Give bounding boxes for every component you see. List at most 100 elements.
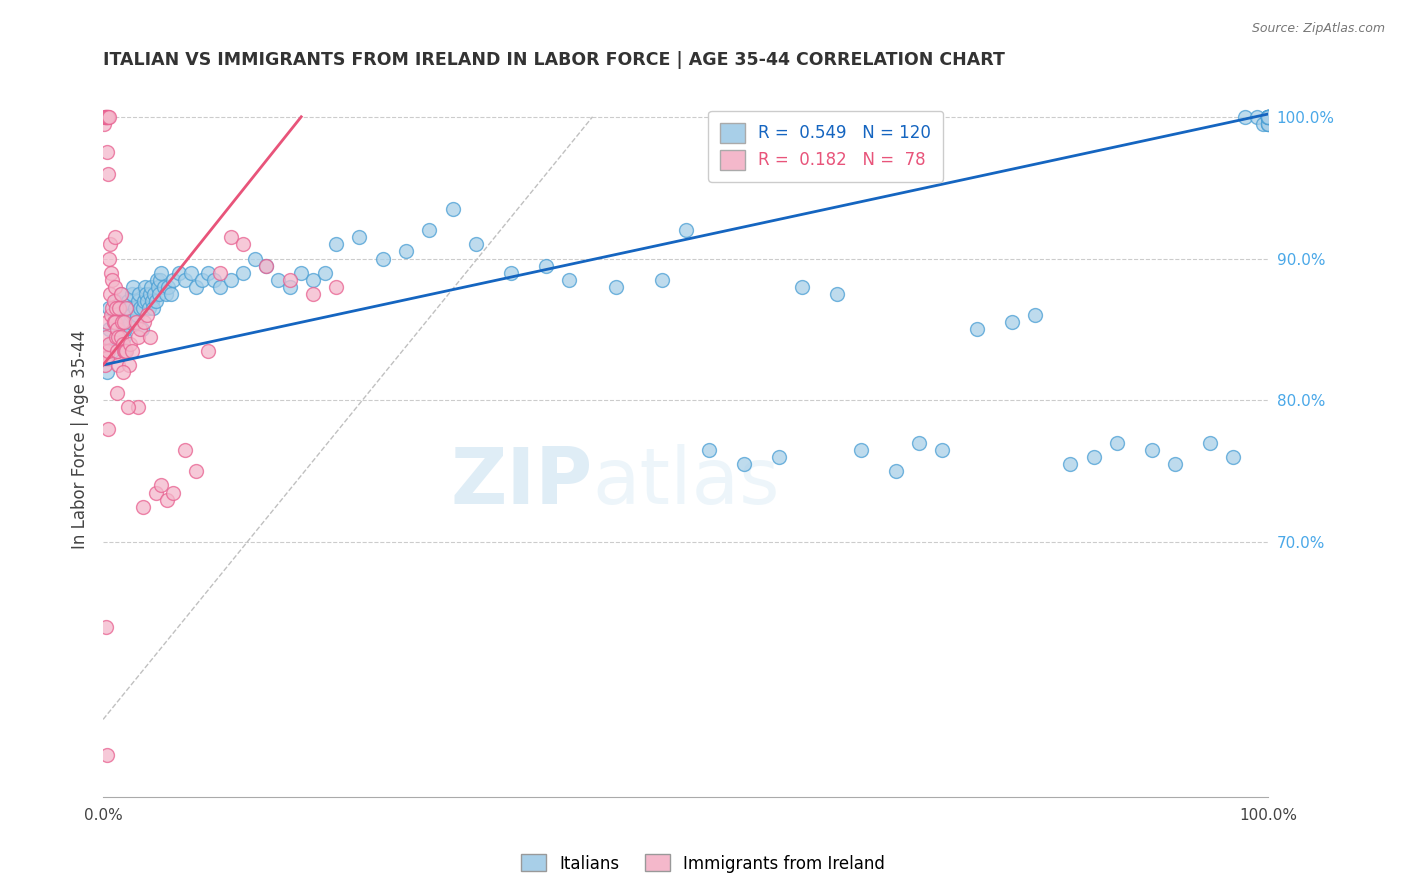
Point bbox=[97, 167, 120, 181]
Legend: Italians, Immigrants from Ireland: Italians, Immigrants from Ireland bbox=[515, 847, 891, 880]
Point bbox=[124, 301, 146, 316]
Point bbox=[101, 273, 124, 287]
Point bbox=[105, 329, 128, 343]
Point bbox=[127, 401, 149, 415]
Point bbox=[1257, 110, 1279, 124]
Point bbox=[1083, 450, 1105, 464]
Point bbox=[349, 230, 371, 244]
Point bbox=[884, 464, 907, 478]
Point bbox=[1251, 117, 1274, 131]
Point bbox=[278, 280, 301, 294]
Point bbox=[111, 315, 134, 329]
Point bbox=[243, 252, 266, 266]
Point bbox=[98, 287, 121, 301]
Point bbox=[97, 322, 120, 336]
Point bbox=[136, 294, 159, 309]
Point bbox=[1001, 315, 1024, 329]
Point bbox=[267, 273, 290, 287]
Point bbox=[121, 343, 143, 358]
Point bbox=[97, 252, 120, 266]
Point bbox=[1257, 110, 1279, 124]
Point bbox=[150, 478, 173, 492]
Point bbox=[107, 358, 129, 372]
Point bbox=[1257, 110, 1279, 124]
Point bbox=[558, 273, 581, 287]
Point bbox=[302, 287, 325, 301]
Point bbox=[131, 322, 153, 336]
Point bbox=[325, 280, 347, 294]
Point bbox=[98, 237, 121, 252]
Point bbox=[97, 336, 120, 351]
Point bbox=[232, 237, 254, 252]
Point bbox=[96, 110, 118, 124]
Point bbox=[208, 280, 231, 294]
Point bbox=[94, 358, 117, 372]
Point bbox=[1024, 308, 1046, 322]
Point bbox=[441, 202, 464, 216]
Point bbox=[118, 315, 141, 329]
Point bbox=[110, 287, 132, 301]
Point bbox=[97, 110, 120, 124]
Legend: R =  0.549   N = 120, R =  0.182   N =  78: R = 0.549 N = 120, R = 0.182 N = 78 bbox=[709, 112, 943, 182]
Point bbox=[208, 266, 231, 280]
Point bbox=[1257, 117, 1279, 131]
Point bbox=[103, 315, 125, 329]
Point bbox=[1105, 436, 1128, 450]
Point bbox=[1257, 110, 1279, 124]
Point bbox=[118, 301, 141, 316]
Point bbox=[1164, 457, 1187, 471]
Point bbox=[122, 280, 145, 294]
Point bbox=[96, 110, 118, 124]
Point bbox=[302, 273, 325, 287]
Point bbox=[101, 343, 124, 358]
Point bbox=[173, 273, 195, 287]
Point bbox=[96, 351, 118, 365]
Point bbox=[150, 266, 173, 280]
Point bbox=[100, 336, 122, 351]
Point bbox=[111, 336, 134, 351]
Text: Source: ZipAtlas.com: Source: ZipAtlas.com bbox=[1251, 22, 1385, 36]
Point bbox=[1257, 110, 1279, 124]
Point bbox=[1222, 450, 1244, 464]
Point bbox=[97, 301, 120, 316]
Point bbox=[121, 287, 143, 301]
Point bbox=[135, 287, 157, 301]
Point bbox=[112, 315, 135, 329]
Point bbox=[94, 351, 117, 365]
Point bbox=[159, 287, 181, 301]
Point bbox=[197, 343, 219, 358]
Point bbox=[125, 315, 148, 329]
Point bbox=[129, 322, 152, 336]
Point bbox=[908, 436, 931, 450]
Point bbox=[94, 110, 117, 124]
Point bbox=[105, 343, 128, 358]
Point bbox=[139, 329, 162, 343]
Point bbox=[136, 308, 159, 322]
Point bbox=[104, 230, 127, 244]
Point bbox=[157, 280, 180, 294]
Point bbox=[142, 301, 165, 316]
Point bbox=[104, 280, 127, 294]
Point bbox=[93, 117, 115, 131]
Point bbox=[314, 266, 336, 280]
Point bbox=[1257, 110, 1279, 124]
Point bbox=[1257, 117, 1279, 131]
Point bbox=[96, 365, 118, 379]
Point bbox=[100, 308, 122, 322]
Point bbox=[100, 266, 122, 280]
Point bbox=[125, 308, 148, 322]
Point bbox=[1257, 110, 1279, 124]
Text: atlas: atlas bbox=[592, 444, 780, 520]
Point bbox=[118, 358, 141, 372]
Point bbox=[104, 294, 127, 309]
Point bbox=[162, 485, 184, 500]
Point bbox=[111, 365, 134, 379]
Point bbox=[1257, 117, 1279, 131]
Point bbox=[232, 266, 254, 280]
Point bbox=[221, 273, 243, 287]
Point bbox=[107, 329, 129, 343]
Point bbox=[105, 322, 128, 336]
Point bbox=[96, 145, 118, 160]
Point bbox=[97, 343, 120, 358]
Text: ITALIAN VS IMMIGRANTS FROM IRELAND IN LABOR FORCE | AGE 35-44 CORRELATION CHART: ITALIAN VS IMMIGRANTS FROM IRELAND IN LA… bbox=[103, 51, 1005, 69]
